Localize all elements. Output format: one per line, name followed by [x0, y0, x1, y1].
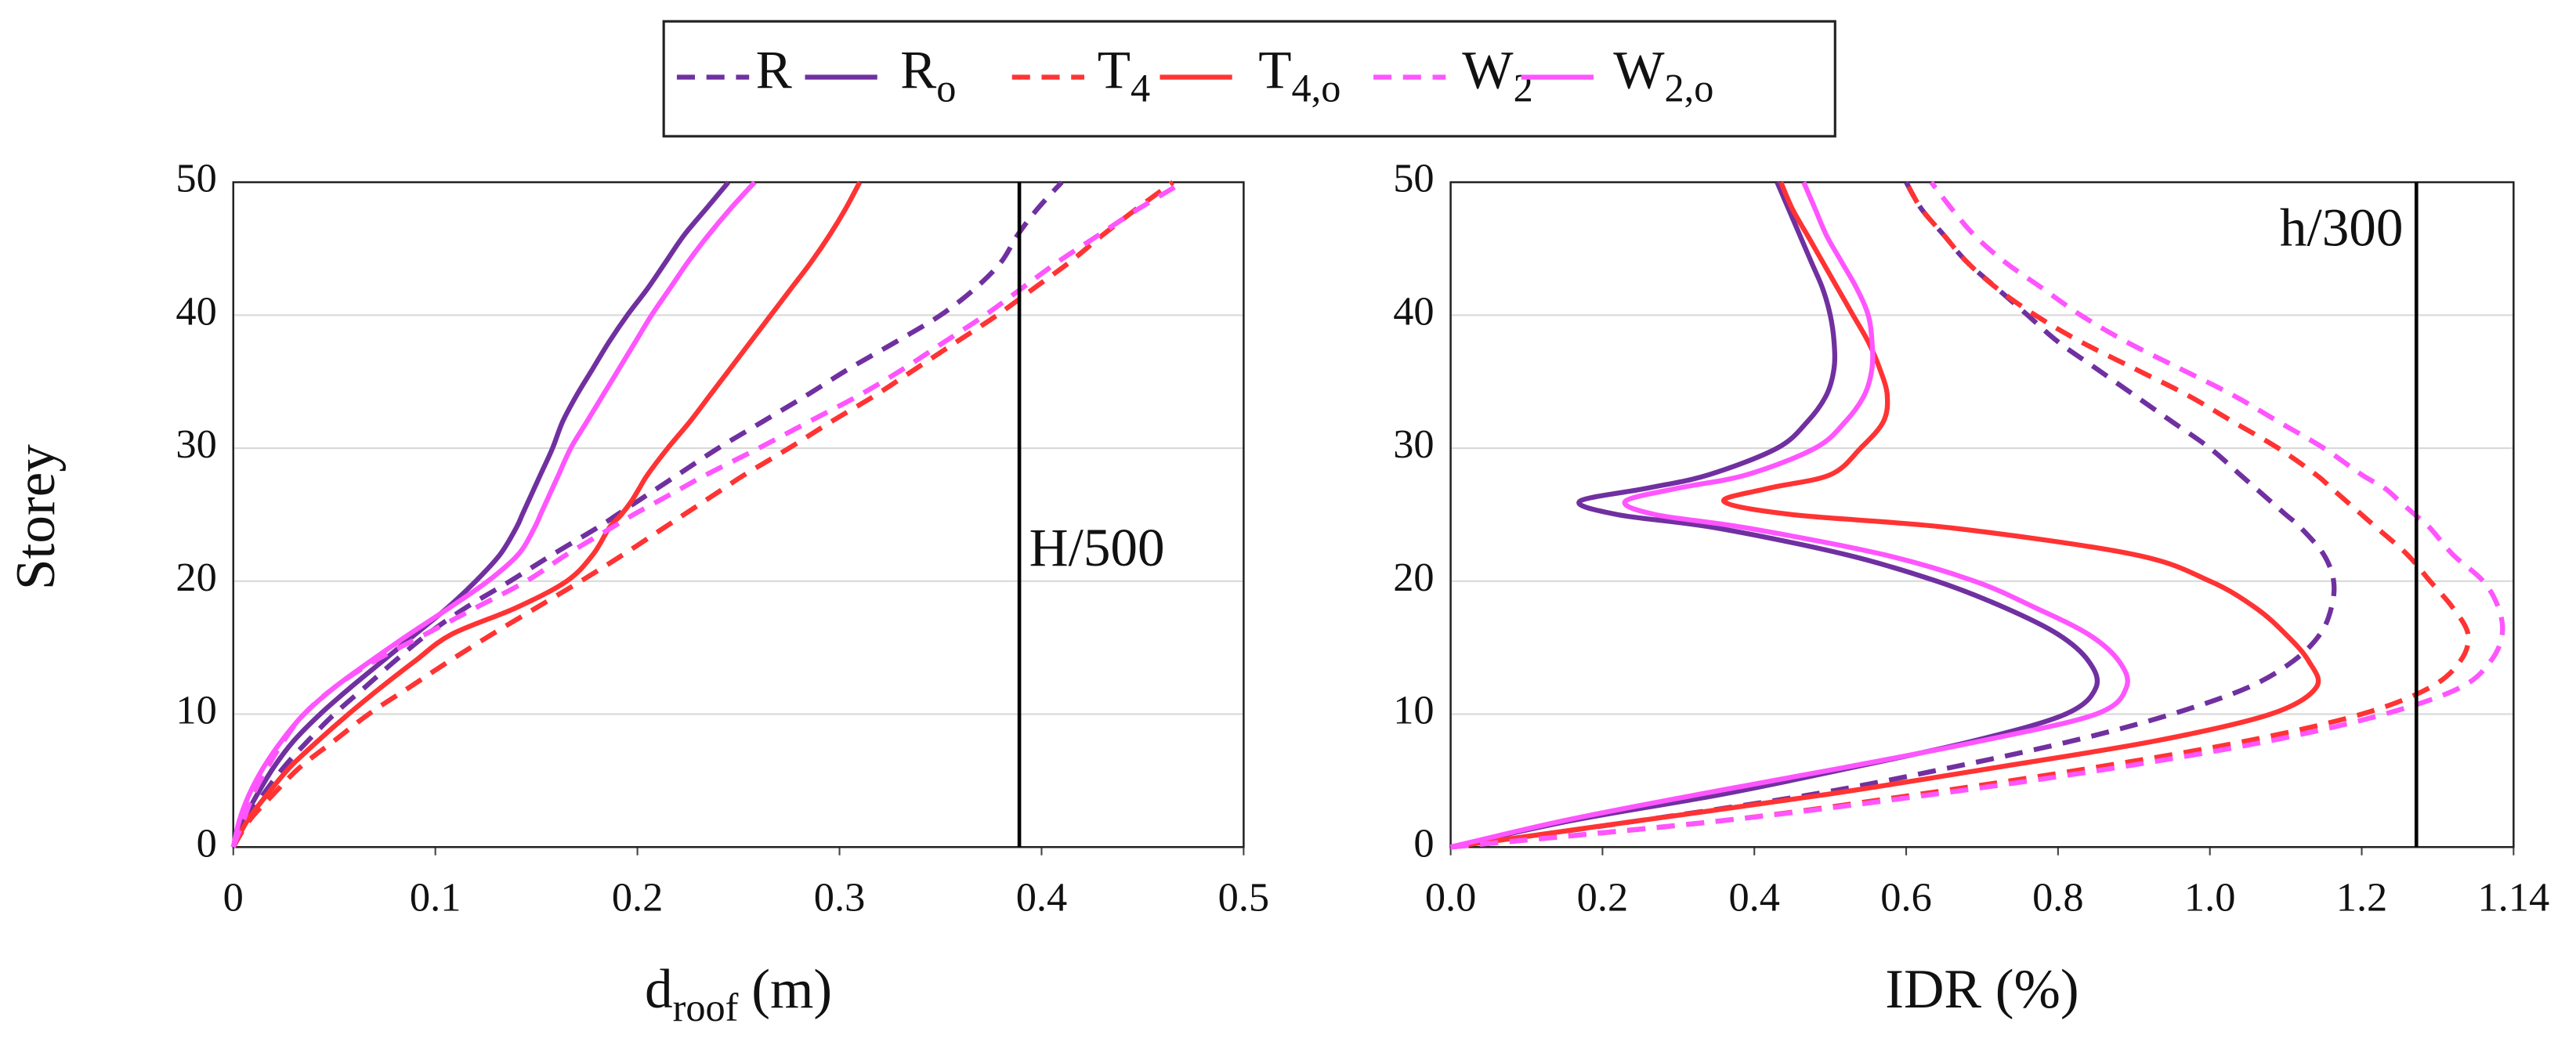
- legend-name: W: [1613, 39, 1665, 99]
- x-tick-label: 0.2: [612, 874, 664, 920]
- series-line: [231, 180, 1174, 848]
- plot-frame: [232, 181, 1245, 848]
- x-axis-label: droof (m): [645, 958, 832, 1029]
- y-tick-label: 20: [175, 555, 216, 600]
- x-tick-label: 0.4: [1016, 874, 1068, 920]
- y-tick-label: 40: [1393, 288, 1434, 334]
- legend-subscript: 4,o: [1292, 66, 1341, 110]
- legend-subscript: 4: [1131, 66, 1150, 110]
- x-tick-label: 0.4: [1728, 874, 1780, 920]
- legend-label: W2,o: [1613, 39, 1713, 110]
- series-line: [1450, 181, 2321, 850]
- x-tick-label: 1.2: [2336, 874, 2388, 920]
- x-tick-label: 0: [223, 874, 244, 920]
- legend-label: R: [756, 39, 793, 99]
- legend-name: W: [1462, 39, 1514, 99]
- x-axis-label-sub: roof: [673, 985, 739, 1029]
- x-tick-label: 0.1: [410, 874, 461, 920]
- x-tick-label: 0.6: [1880, 874, 1932, 920]
- y-axis-label: Storey: [5, 444, 67, 590]
- legend-name: T: [1258, 39, 1291, 99]
- series-line: [1449, 181, 2130, 850]
- y-tick-label: 10: [175, 688, 216, 733]
- x-axis-label-main: d: [645, 958, 673, 1020]
- x-tick-label: 0.5: [1218, 874, 1270, 920]
- legend-name: T: [1098, 39, 1131, 99]
- y-tick-label: 0: [197, 820, 217, 866]
- y-tick-label: 0: [1413, 820, 1434, 866]
- legend-subscript: 2: [1514, 66, 1533, 110]
- reference-label: h/300: [2280, 197, 2404, 257]
- legend-label: T4: [1098, 39, 1150, 110]
- x-axis-label: IDR (%): [1885, 958, 2079, 1020]
- series-line: [230, 180, 731, 848]
- series-line: [230, 180, 757, 848]
- x-tick-label: 0.8: [2032, 874, 2084, 920]
- legend-name: R: [756, 39, 793, 99]
- series-line: [230, 181, 863, 848]
- legend-label: Ro: [900, 39, 956, 110]
- series-line: [230, 180, 1064, 848]
- legend-name: R: [900, 39, 937, 99]
- legend-label: W2: [1462, 39, 1532, 110]
- legend-subscript: 2,o: [1664, 66, 1713, 110]
- x-tick-label: 0.2: [1577, 874, 1629, 920]
- y-tick-label: 30: [175, 421, 216, 467]
- y-tick-label: 10: [1393, 688, 1434, 733]
- x-tick-label: 0.0: [1425, 874, 1477, 920]
- y-tick-label: 50: [1393, 156, 1434, 201]
- y-tick-label: 50: [175, 156, 216, 201]
- series-line: [1450, 181, 2471, 850]
- series-line: [1450, 180, 2505, 850]
- legend-label: T4,o: [1258, 39, 1340, 110]
- reference-label: H/500: [1029, 517, 1165, 577]
- x-axis-label-unit: (m): [751, 958, 832, 1020]
- x-tick-label: 0.3: [814, 874, 866, 920]
- y-tick-label: 20: [1393, 555, 1434, 600]
- plot-frame: [1449, 181, 2515, 848]
- legend-subscript: o: [936, 66, 956, 110]
- series-line: [1450, 181, 2337, 850]
- x-tick-label: 1.0: [2184, 874, 2236, 920]
- x-tick-label: 1.14: [2477, 874, 2549, 920]
- y-tick-label: 40: [175, 288, 216, 334]
- series-line: [230, 179, 1185, 848]
- y-tick-label: 30: [1393, 421, 1434, 467]
